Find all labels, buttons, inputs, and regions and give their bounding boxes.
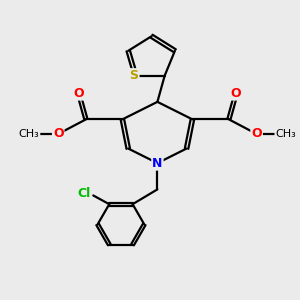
Text: O: O [53, 128, 64, 140]
Text: N: N [152, 157, 163, 169]
Text: Cl: Cl [78, 188, 91, 200]
Text: S: S [130, 69, 139, 82]
Text: CH₃: CH₃ [275, 129, 296, 139]
Text: CH₃: CH₃ [19, 129, 39, 139]
Text: O: O [231, 87, 242, 100]
Text: O: O [73, 87, 84, 100]
Text: O: O [251, 128, 262, 140]
